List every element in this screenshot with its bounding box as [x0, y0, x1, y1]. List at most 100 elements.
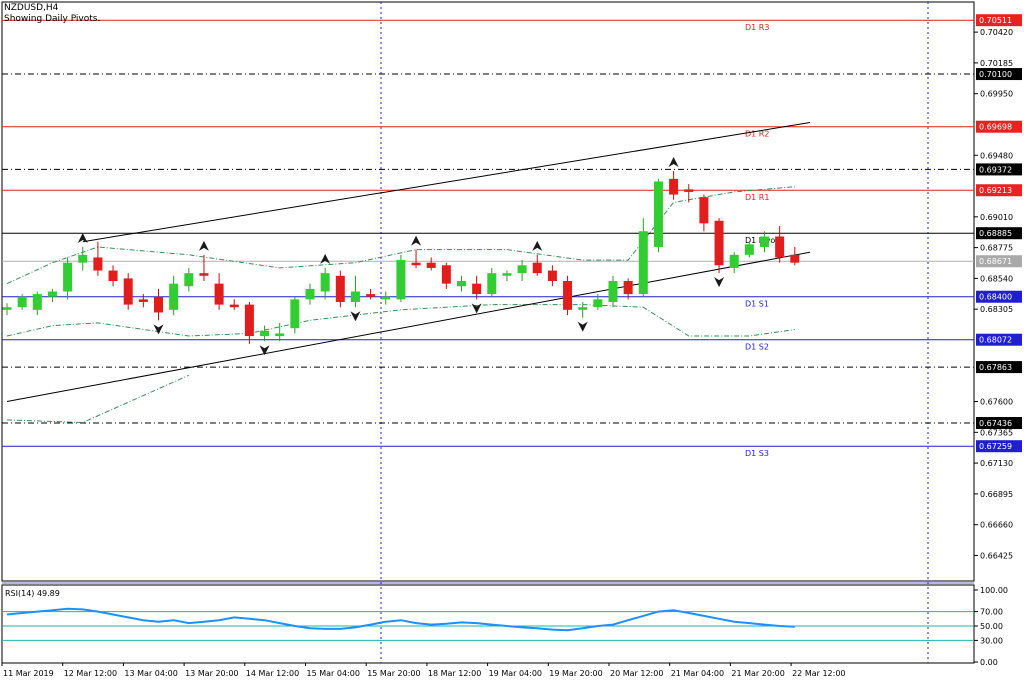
- price-label-box: [976, 333, 1022, 346]
- price-label-text: 0.67259: [979, 442, 1012, 451]
- time-axis-label: 22 Mar 12:00: [792, 669, 845, 678]
- bull-candle-body: [17, 296, 27, 308]
- current-price-box: [976, 255, 1022, 268]
- fractal-up-arrow: [77, 232, 88, 243]
- fractal-up-arrow: [198, 240, 209, 251]
- time-axis-label: 11 Mar 2019: [3, 669, 54, 678]
- time-axis-label: 15 Mar 04:00: [307, 669, 360, 678]
- bull-candle-body: [653, 181, 663, 247]
- time-axis-label: 21 Mar 04:00: [671, 669, 724, 678]
- bull-candle-body: [63, 262, 73, 292]
- fractal-down-arrow: [153, 324, 164, 335]
- bull-candle-body: [320, 273, 330, 292]
- bull-candle-body: [729, 254, 739, 268]
- bear-candle-body: [93, 257, 103, 271]
- pivot-level-label: D1 R1: [745, 193, 769, 202]
- price-label-text: 0.67436: [979, 419, 1012, 428]
- fractal-up-arrow: [411, 235, 422, 246]
- bull-candle-body: [517, 265, 527, 274]
- price-tick-label: 0.68540: [980, 274, 1013, 283]
- bear-candle-body: [441, 265, 451, 284]
- rsi-tick-label: 30.00: [980, 636, 1003, 645]
- price-label-text: 0.70511: [979, 16, 1012, 25]
- price-label-box: [976, 163, 1022, 176]
- bull-candle-body: [578, 307, 588, 310]
- rsi-tick-label: 50.00: [980, 622, 1003, 631]
- bull-candle-body: [638, 231, 648, 295]
- bull-candle-body: [184, 273, 194, 287]
- bull-candle-body: [760, 236, 769, 247]
- fractal-down-arrow: [714, 277, 725, 288]
- bull-candle-body: [744, 244, 754, 255]
- price-label-text: 0.68072: [979, 336, 1012, 345]
- bear-candle-body: [775, 236, 785, 258]
- bear-candle-body: [532, 262, 542, 274]
- price-label-box: [976, 120, 1022, 133]
- price-label-box: [976, 68, 1022, 81]
- bear-candle-body: [426, 262, 436, 268]
- price-label-text: 0.70100: [979, 70, 1012, 79]
- price-tick-label: 0.66660: [980, 521, 1013, 530]
- bull-candle-body: [32, 294, 42, 310]
- pivot-level-label: D1 R3: [745, 23, 769, 32]
- price-label-text: 0.69372: [979, 165, 1012, 174]
- price-tick-label: 0.69950: [980, 90, 1013, 99]
- bull-candle-body: [2, 307, 12, 310]
- fractal-down-arrow: [471, 303, 482, 314]
- rsi-line: [6, 607, 795, 632]
- bear-candle-body: [244, 304, 254, 337]
- bear-candle-body: [547, 270, 557, 282]
- pivot-level-label: D1 S1: [745, 300, 769, 309]
- bull-candle-body: [381, 296, 391, 300]
- price-label-text: 0.68885: [979, 229, 1012, 238]
- price-label-box: [976, 184, 1022, 197]
- bear-candle-body: [563, 281, 573, 310]
- price-tick-label: 0.66895: [980, 490, 1013, 499]
- bear-candle-body: [684, 189, 694, 192]
- bear-candle-body: [214, 283, 224, 305]
- main-plot-frame: [1, 1, 975, 582]
- price-label-text: 0.69698: [979, 123, 1012, 132]
- current-price-text: 0.68671: [979, 257, 1012, 266]
- fractal-down-arrow: [577, 321, 588, 332]
- fractal-down-arrow: [259, 345, 270, 356]
- price-label-box: [976, 440, 1022, 453]
- time-axis-label: 15 Mar 20:00: [367, 669, 420, 678]
- bull-candle-body: [275, 333, 285, 337]
- bull-candle-body: [169, 283, 179, 310]
- symbol-title: NZDUSD,H4: [4, 3, 59, 13]
- price-tick-label: 0.68775: [980, 244, 1013, 253]
- time-axis-label: 13 Mar 20:00: [185, 669, 238, 678]
- bear-candle-body: [714, 220, 724, 266]
- time-axis-label: 18 Mar 12:00: [428, 669, 481, 678]
- fractal-up-arrow: [320, 253, 331, 264]
- price-tick-label: 0.69480: [980, 151, 1013, 160]
- candles-group: [2, 170, 800, 344]
- rsi-tick-label: 70.00: [980, 608, 1003, 617]
- price-tick-label: 0.70420: [980, 28, 1013, 37]
- bear-candle-body: [229, 304, 239, 308]
- bear-candle-body: [138, 299, 148, 302]
- channel-lower-trendline: [6, 251, 811, 402]
- bear-candle-body: [790, 254, 800, 263]
- time-axis-label: 21 Mar 20:00: [731, 669, 784, 678]
- price-tick-label: 0.67600: [980, 398, 1013, 407]
- bull-candle-body: [593, 299, 603, 308]
- bear-candle-body: [623, 281, 633, 295]
- bull-candle-body: [305, 288, 315, 300]
- price-label-box: [976, 417, 1022, 430]
- bull-candle-body: [47, 291, 57, 297]
- bear-candle-body: [123, 278, 133, 305]
- price-label-box: [976, 361, 1022, 374]
- time-axis-label: 19 Mar 04:00: [489, 669, 542, 678]
- bull-candle-body: [457, 281, 466, 287]
- bear-candle-body: [108, 270, 118, 282]
- pivot-level-label: D1 S2: [745, 343, 769, 352]
- bull-candle-body: [78, 254, 88, 263]
- rsi-title: RSI(14) 49.89: [5, 589, 60, 598]
- bull-candle-body: [487, 273, 497, 295]
- bull-candle-body: [502, 273, 512, 276]
- rsi-tick-label: 0.00: [980, 658, 998, 667]
